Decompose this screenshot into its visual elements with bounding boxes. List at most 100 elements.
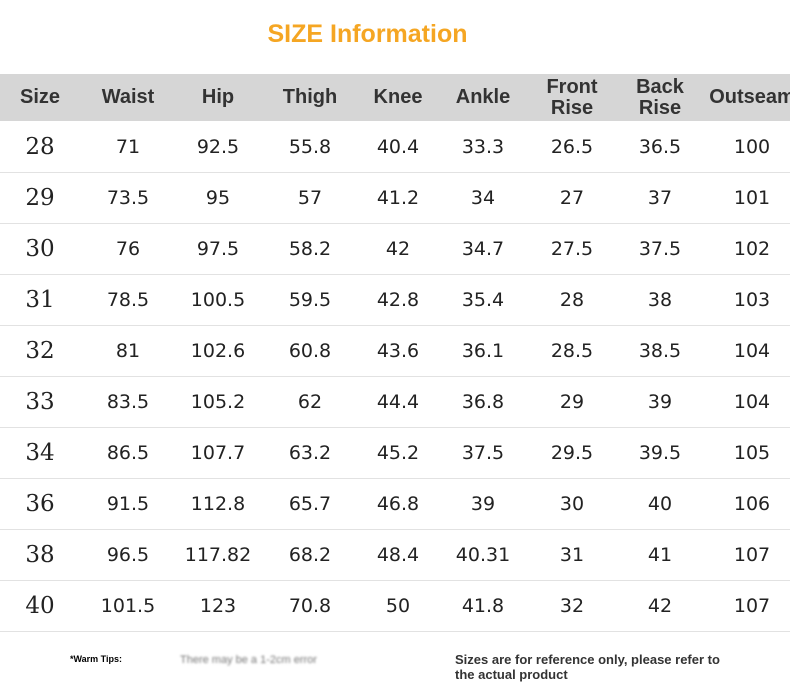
cell: 35.4 xyxy=(461,288,505,311)
column-header: Thigh xyxy=(282,86,338,108)
table-header: Size Waist Hip Thigh Knee Ankle Front Rise Back… xyxy=(0,74,790,121)
cell: 36.1 xyxy=(461,339,505,362)
cell: 34.7 xyxy=(461,237,505,260)
cell: 78.5 xyxy=(106,288,150,311)
cell: 28 xyxy=(559,288,585,311)
size-cell: 36 xyxy=(25,490,55,517)
cell: 106 xyxy=(733,492,771,515)
column-header: Size xyxy=(19,86,61,108)
cell: 117.82 xyxy=(184,543,252,566)
cell: 70.8 xyxy=(288,594,332,617)
cell: 73.5 xyxy=(106,186,150,209)
title: SIZE Information xyxy=(267,20,468,48)
table-row: 28 71 92.5 55.8 40.4 33.3 26.5 36.5 100 xyxy=(0,121,790,173)
cell: 41.2 xyxy=(376,186,420,209)
cell: 101 xyxy=(733,186,771,209)
cell: 50 xyxy=(385,594,411,617)
cell: 29.5 xyxy=(550,441,594,464)
column-header: Hip xyxy=(201,86,235,108)
cell: 58.2 xyxy=(288,237,332,260)
cell: 76 xyxy=(115,237,141,260)
cell: 31 xyxy=(559,543,585,566)
cell: 32 xyxy=(559,594,585,617)
cell: 105.2 xyxy=(190,390,246,413)
cell: 107 xyxy=(733,594,771,617)
table-row: 33 83.5 105.2 62 44.4 36.8 29 39 104 xyxy=(0,376,790,428)
cell: 104 xyxy=(733,339,771,362)
size-cell: 32 xyxy=(25,337,55,364)
cell: 42 xyxy=(385,237,411,260)
cell: 101.5 xyxy=(100,594,156,617)
size-cell: 33 xyxy=(25,388,55,415)
cell: 37.5 xyxy=(638,237,682,260)
cell: 45.2 xyxy=(376,441,420,464)
cell: 26.5 xyxy=(550,135,594,158)
cell: 103 xyxy=(733,288,771,311)
cell: 40.4 xyxy=(376,135,420,158)
cell: 29 xyxy=(559,390,585,413)
cell: 95 xyxy=(205,186,231,209)
cell: 37.5 xyxy=(461,441,505,464)
cell: 41.8 xyxy=(461,594,505,617)
table-row: 34 86.5 107.7 63.2 45.2 37.5 29.5 39.5 105 xyxy=(0,427,790,479)
cell: 100 xyxy=(733,135,771,158)
cell: 62 xyxy=(297,390,323,413)
cell: 36.5 xyxy=(638,135,682,158)
cell: 36.8 xyxy=(461,390,505,413)
cell: 65.7 xyxy=(288,492,332,515)
cell: 100.5 xyxy=(190,288,246,311)
size-cell: 30 xyxy=(25,235,55,262)
note: There may be a 1-2cm error xyxy=(180,654,317,666)
table-row: 32 81 102.6 60.8 43.6 36.1 28.5 38.5 104 xyxy=(0,325,790,377)
size-cell: 40 xyxy=(25,592,55,619)
cell: 123 xyxy=(199,594,237,617)
cell: 28.5 xyxy=(550,339,594,362)
cell: 38.5 xyxy=(638,339,682,362)
cell: 34 xyxy=(470,186,496,209)
size-cell: 34 xyxy=(25,439,55,466)
cell: 55.8 xyxy=(288,135,332,158)
table-row: 29 73.5 95 57 41.2 34 27 37 101 xyxy=(0,172,790,224)
size-cell: 28 xyxy=(25,133,55,160)
cell: 63.2 xyxy=(288,441,332,464)
cell: 83.5 xyxy=(106,390,150,413)
cell: 102.6 xyxy=(190,339,246,362)
cell: 86.5 xyxy=(106,441,150,464)
cell: 40 xyxy=(647,492,673,515)
cell: 39 xyxy=(470,492,496,515)
cell: 37 xyxy=(647,186,673,209)
cell: 41 xyxy=(647,543,673,566)
cell: 107.7 xyxy=(190,441,246,464)
cell: 71 xyxy=(115,135,141,158)
table-row: 31 78.5 100.5 59.5 42.8 35.4 28 38 103 xyxy=(0,274,790,326)
cell: 40.31 xyxy=(455,543,511,566)
column-header: Outseam xyxy=(709,86,790,108)
cell: 30 xyxy=(559,492,585,515)
cell: 81 xyxy=(115,339,141,362)
column-header: Waist xyxy=(101,86,155,108)
cell: 38 xyxy=(647,288,673,311)
cell: 42.8 xyxy=(376,288,420,311)
cell: 44.4 xyxy=(376,390,420,413)
cell: 57 xyxy=(297,186,323,209)
size-cell: 38 xyxy=(25,541,55,568)
cell: 105 xyxy=(733,441,771,464)
cell: 27 xyxy=(559,186,585,209)
size-cell: 31 xyxy=(25,286,55,313)
cell: 102 xyxy=(733,237,771,260)
table-row: 30 76 97.5 58.2 42 34.7 27.5 37.5 102 xyxy=(0,223,790,275)
size-cell: 29 xyxy=(25,184,55,211)
cell: 68.2 xyxy=(288,543,332,566)
cell: 112.8 xyxy=(190,492,246,515)
cell: 42 xyxy=(647,594,673,617)
cell: 27.5 xyxy=(550,237,594,260)
cell: 97.5 xyxy=(196,237,240,260)
tip-label: *Warm Tips: xyxy=(70,654,123,664)
cell: 59.5 xyxy=(288,288,332,311)
reference-note: Sizes are for reference only, please ref… xyxy=(455,652,720,682)
column-header: Front Rise xyxy=(546,75,598,119)
table-row: 36 91.5 112.8 65.7 46.8 39 30 40 106 xyxy=(0,478,790,530)
cell: 39.5 xyxy=(638,441,682,464)
column-header: Ankle xyxy=(455,86,511,108)
cell: 96.5 xyxy=(106,543,150,566)
